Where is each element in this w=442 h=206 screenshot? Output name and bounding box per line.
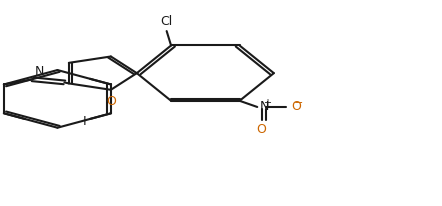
Text: O: O [257,123,267,136]
Text: N: N [259,101,269,114]
Text: Cl: Cl [160,15,173,28]
Text: O: O [106,95,116,108]
Text: −: − [293,98,303,108]
Text: N: N [35,65,44,78]
Text: I: I [83,115,87,128]
Text: +: + [263,98,271,108]
Text: O: O [291,101,301,114]
